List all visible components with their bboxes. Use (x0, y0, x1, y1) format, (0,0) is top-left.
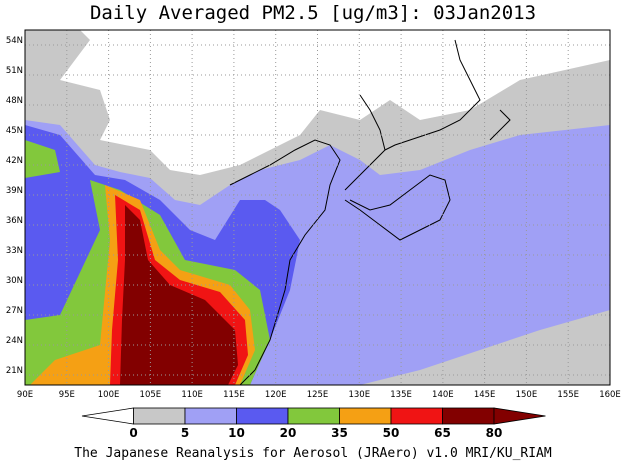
colorbar-segment (133, 407, 186, 425)
lon-tick-label: 125E (307, 390, 329, 400)
lon-tick-label: 90E (17, 390, 33, 400)
lat-tick-label: 54N (6, 36, 23, 46)
colorbar-segment (81, 407, 134, 425)
lon-tick-label: 150E (516, 390, 538, 400)
colorbar-label: 20 (280, 426, 297, 440)
lat-tick-label: 33N (6, 246, 23, 256)
lon-tick-label: 160E (599, 390, 621, 400)
lat-tick-label: 42N (6, 156, 23, 166)
lon-tick-label: 155E (557, 390, 579, 400)
colorbar-label: 65 (434, 426, 451, 440)
lon-tick-label: 100E (98, 390, 120, 400)
coastline (229, 39, 511, 385)
colorbar-label: 5 (181, 426, 189, 440)
colorbar-label: 35 (331, 426, 348, 440)
colorbar-label: 80 (486, 426, 503, 440)
colorbar-segment (390, 407, 443, 425)
colorbar-segment (287, 407, 340, 425)
lat-tick-label: 39N (6, 186, 23, 196)
map-title: Daily Averaged PM2.5 [ug/m3]: 03Jan2013 (89, 2, 537, 24)
lat-tick-label: 24N (6, 336, 23, 346)
lon-tick-label: 120E (265, 390, 287, 400)
colorbar-label: 50 (383, 426, 400, 440)
colorbar: 0 5 10 20 35 50 65 80 (81, 407, 546, 440)
lon-tick-label: 115E (223, 390, 245, 400)
lat-tick-label: 30N (6, 276, 23, 286)
colorbar-label: 10 (228, 426, 245, 440)
lat-tick-label: 27N (6, 306, 23, 316)
colorbar-segment (339, 407, 392, 425)
lat-tick-label: 21N (6, 366, 23, 376)
colorbar-label: 0 (129, 426, 137, 440)
band-80-plus (120, 205, 238, 385)
lon-tick-label: 110E (181, 390, 203, 400)
lon-tick-label: 135E (390, 390, 412, 400)
lat-tick-label: 45N (6, 126, 23, 136)
lon-tick-label: 145E (474, 390, 496, 400)
colorbar-segment (442, 407, 495, 425)
lat-tick-label: 36N (6, 216, 23, 226)
colorbar-segment (236, 407, 289, 425)
lon-tick-label: 130E (348, 390, 370, 400)
lon-tick-label: 140E (432, 390, 454, 400)
lon-tick-labels: 90E 95E 100E 105E 110E 115E 120E 125E 130E 135E 14… (17, 390, 621, 400)
lon-tick-label: 95E (59, 390, 75, 400)
colorbar-segment (493, 407, 546, 425)
lat-tick-label: 48N (6, 96, 23, 106)
lon-tick-label: 105E (140, 390, 162, 400)
concentration-field (25, 30, 610, 385)
footer-credit: The Japanese Reanalysis for Aerosol (JRA… (74, 446, 552, 461)
lat-tick-labels: 21N 24N 27N 30N 33N 36N 39N 42N 45N 48N 51N 54N (6, 36, 23, 376)
plot-frame (24, 29, 611, 386)
graticule (25, 30, 610, 385)
colorbar-segment (184, 407, 237, 425)
lat-tick-label: 51N (6, 66, 23, 76)
